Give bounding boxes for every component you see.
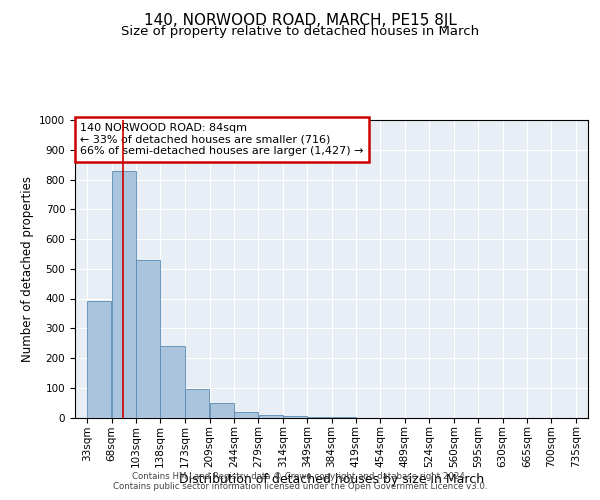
Bar <box>136 260 160 418</box>
Text: Size of property relative to detached houses in March: Size of property relative to detached ho… <box>121 25 479 38</box>
Bar <box>283 416 307 418</box>
Text: 140, NORWOOD ROAD, MARCH, PE15 8JL: 140, NORWOOD ROAD, MARCH, PE15 8JL <box>143 12 457 28</box>
X-axis label: Distribution of detached houses by size in March: Distribution of detached houses by size … <box>179 473 484 486</box>
Bar <box>88 302 112 418</box>
Text: 140 NORWOOD ROAD: 84sqm
← 33% of detached houses are smaller (716)
66% of semi-d: 140 NORWOOD ROAD: 84sqm ← 33% of detache… <box>80 123 364 156</box>
Y-axis label: Number of detached properties: Number of detached properties <box>20 176 34 362</box>
Text: Contains public sector information licensed under the Open Government Licence v3: Contains public sector information licen… <box>113 482 487 491</box>
Bar <box>210 402 234 417</box>
Bar <box>307 417 331 418</box>
Bar <box>234 412 258 418</box>
Bar <box>185 389 209 418</box>
Text: Contains HM Land Registry data © Crown copyright and database right 2024.: Contains HM Land Registry data © Crown c… <box>132 472 468 481</box>
Bar <box>160 346 185 418</box>
Bar <box>259 414 283 418</box>
Bar <box>112 170 136 418</box>
